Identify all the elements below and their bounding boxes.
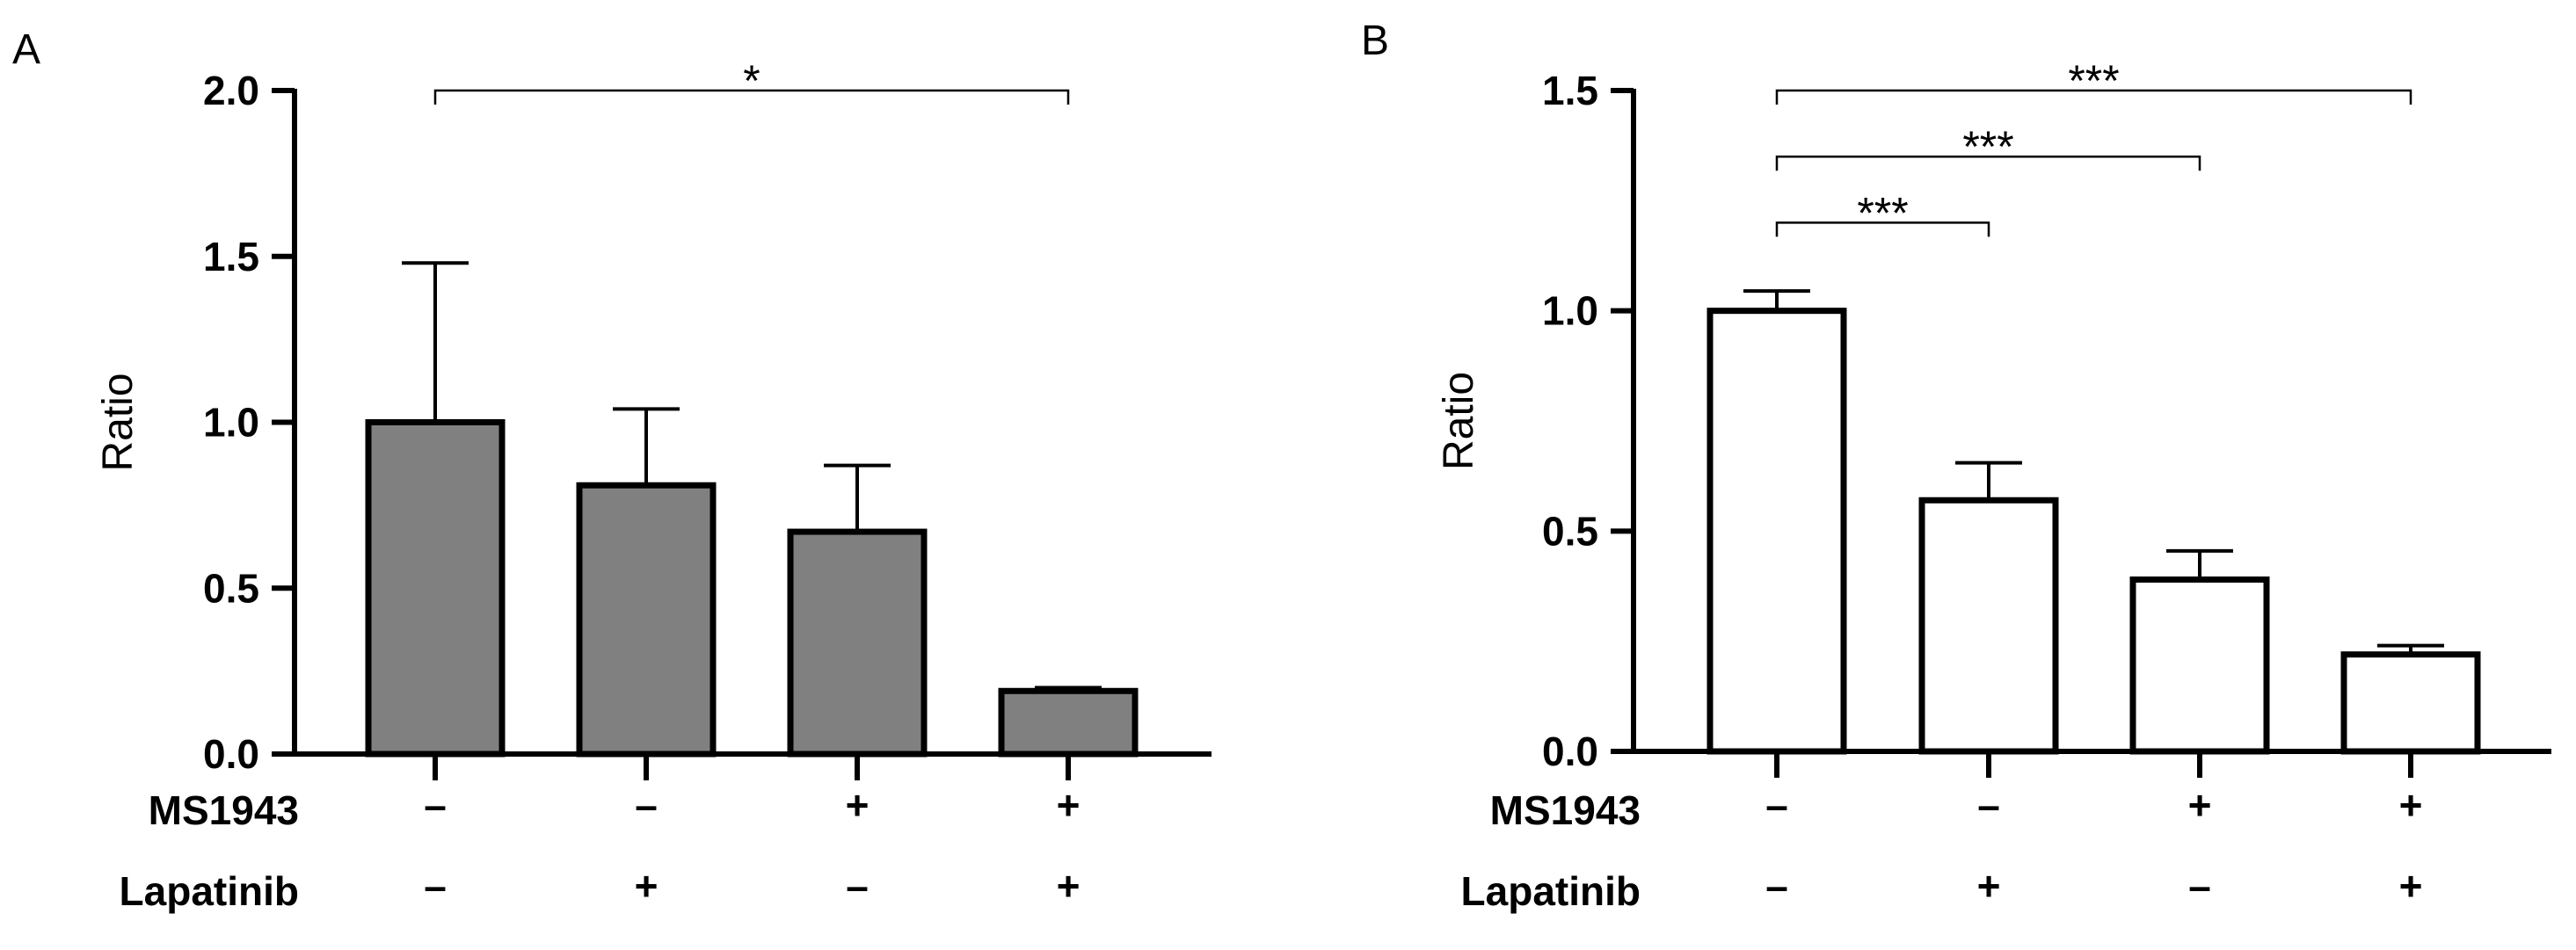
y-tick-label: 1.5 bbox=[203, 234, 259, 279]
bar bbox=[365, 419, 506, 758]
condition-symbol: – bbox=[1977, 782, 2000, 828]
y-tick-label: 2.0 bbox=[203, 68, 259, 113]
y-tick-label: 0.5 bbox=[203, 565, 259, 611]
condition-symbol: – bbox=[424, 782, 447, 828]
bar bbox=[1918, 497, 2059, 755]
y-axis-label: Ratio bbox=[95, 373, 142, 471]
y-tick-label: 0.0 bbox=[203, 731, 259, 777]
bar bbox=[787, 528, 928, 758]
condition-label: Lapatinib bbox=[1461, 868, 1641, 914]
condition-label: MS1943 bbox=[1490, 787, 1641, 833]
condition-label: MS1943 bbox=[149, 787, 299, 833]
significance-label: *** bbox=[1857, 188, 1908, 237]
y-tick-label: 1.0 bbox=[203, 400, 259, 446]
condition-symbol: – bbox=[2188, 863, 2211, 909]
significance-bracket bbox=[1775, 155, 2201, 171]
panel-letter: B bbox=[1361, 18, 1389, 64]
condition-label: Lapatinib bbox=[120, 868, 299, 914]
condition-symbol: – bbox=[635, 782, 658, 828]
panel-b: B 0.0 0.5 1.0 1.5 Ratio *** *** *** MS1943 – – + + Lap… bbox=[1361, 18, 2551, 914]
significance-label: *** bbox=[1962, 122, 2013, 171]
condition-symbol: + bbox=[846, 782, 870, 828]
bar bbox=[2129, 576, 2270, 755]
significance-bracket bbox=[1775, 89, 2412, 105]
condition-symbol: + bbox=[1057, 863, 1081, 909]
condition-symbol: + bbox=[2188, 782, 2212, 828]
bar bbox=[998, 687, 1139, 758]
condition-symbol: + bbox=[635, 863, 659, 909]
condition-symbol: – bbox=[846, 863, 869, 909]
condition-symbol: + bbox=[1977, 863, 2001, 909]
bar bbox=[2340, 651, 2481, 755]
y-tick-label: 0.0 bbox=[1542, 729, 1598, 774]
condition-symbol: – bbox=[424, 863, 447, 909]
bar bbox=[1706, 308, 1847, 755]
condition-symbol: + bbox=[2399, 863, 2423, 909]
panel-a: A 0.0 0.5 1.0 1.5 2.0 Ratio * MS1943 – – + + Lapatini… bbox=[12, 26, 1212, 914]
significance-bracket bbox=[433, 89, 1070, 105]
significance-label: *** bbox=[2068, 56, 2119, 105]
panel-letter: A bbox=[12, 26, 40, 73]
y-axis-label: Ratio bbox=[1436, 372, 1482, 470]
y-tick-label: 1.0 bbox=[1542, 288, 1598, 334]
condition-symbol: – bbox=[1765, 782, 1788, 828]
significance-label: * bbox=[743, 56, 760, 105]
condition-symbol: + bbox=[2399, 782, 2423, 828]
significance-bracket bbox=[1775, 221, 1990, 237]
y-tick-label: 0.5 bbox=[1542, 508, 1598, 554]
y-tick-label: 1.5 bbox=[1542, 68, 1598, 113]
condition-symbol: + bbox=[1057, 782, 1081, 828]
bar bbox=[576, 482, 717, 758]
condition-symbol: – bbox=[1765, 863, 1788, 909]
